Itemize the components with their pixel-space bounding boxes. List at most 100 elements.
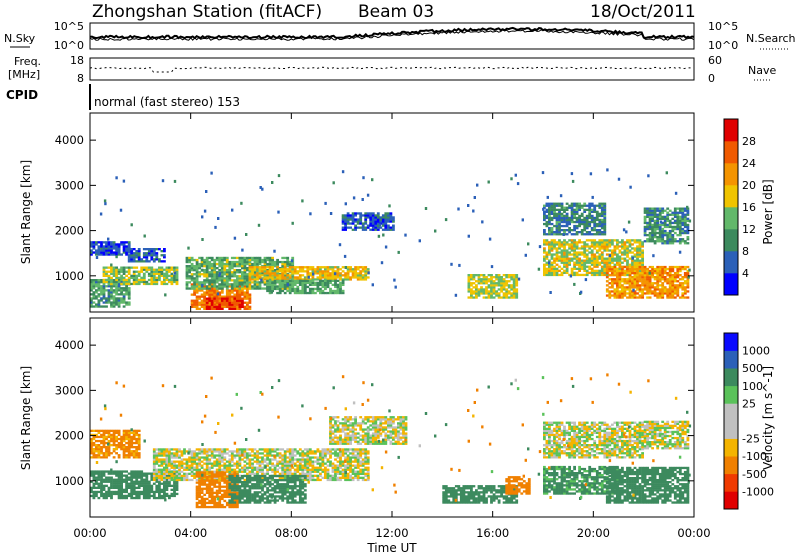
power-cell [268, 285, 272, 289]
power-cell [248, 268, 252, 271]
power-cell [676, 290, 680, 293]
power-cell [127, 268, 131, 271]
power-cell [130, 266, 134, 269]
power-cell [220, 283, 224, 286]
power-cell [658, 269, 662, 273]
power-cell [658, 229, 662, 233]
power-cell [512, 296, 516, 299]
power-cell [591, 195, 594, 199]
power-cell [188, 281, 191, 284]
power-cell [281, 272, 285, 275]
power-cell [263, 283, 267, 286]
power-cell [671, 274, 675, 277]
power-cell [193, 281, 196, 284]
power-cell [266, 287, 269, 291]
velocity-cell [203, 456, 207, 459]
power-cell [575, 218, 579, 222]
power-cell [273, 279, 277, 282]
power-cell [575, 273, 579, 277]
power-cell [651, 227, 654, 231]
power-cell [636, 247, 639, 250]
power-cell [565, 216, 569, 220]
power-cell [281, 279, 285, 282]
velocity-cell [198, 460, 201, 463]
power-cell [195, 285, 199, 288]
power-cell [361, 276, 365, 279]
velocity-cell [185, 472, 189, 475]
power-cell [568, 245, 571, 248]
power-cell [163, 248, 166, 251]
power-cell [228, 283, 232, 286]
velocity-cell [125, 450, 128, 453]
power-cell [90, 249, 93, 252]
power-cell [658, 234, 662, 237]
velocity-cell [107, 492, 111, 496]
velocity-cell [165, 458, 169, 461]
power-cell [152, 274, 156, 277]
velocity-cell [115, 437, 118, 441]
power-cell [578, 267, 581, 270]
power-cell [605, 272, 609, 275]
power-cell [198, 297, 201, 300]
power-cell [510, 274, 514, 277]
power-cell [185, 269, 189, 272]
power-cell [112, 266, 116, 269]
power-cell [621, 257, 624, 260]
power-cell [298, 266, 302, 269]
power-cell [658, 207, 662, 210]
power-cell [641, 284, 644, 287]
velocity-cell [120, 488, 123, 491]
power-cell [590, 251, 594, 254]
power-cell [500, 276, 503, 279]
velocity-cell [100, 494, 103, 498]
power-cell [647, 174, 650, 178]
velocity-cell [112, 437, 116, 441]
power-cell [286, 262, 290, 266]
power-cell [298, 274, 302, 277]
power-cell [107, 281, 111, 284]
velocity-cell [102, 474, 106, 477]
velocity-cell [107, 448, 111, 451]
power-cell [623, 294, 627, 297]
power-cell [246, 262, 249, 266]
power-cell [95, 291, 98, 294]
power-colorbar-swatch [724, 229, 738, 252]
velocity-cell [110, 476, 113, 479]
power-cell [225, 265, 229, 268]
power-cell [387, 220, 390, 223]
velocity-cell [170, 470, 174, 473]
velocity-cell [135, 433, 139, 437]
velocity-cell [168, 468, 171, 471]
velocity-cell [145, 488, 149, 491]
power-cell [228, 260, 232, 264]
power-cell [198, 262, 201, 266]
velocity-cell [243, 460, 247, 463]
power-cell [626, 249, 629, 252]
power-cell [648, 290, 652, 293]
power-cell [238, 285, 242, 288]
velocity-cell [92, 486, 96, 489]
power-cell [646, 225, 649, 229]
power-cell [215, 279, 219, 282]
power-cell [346, 274, 350, 277]
velocity-cell [157, 474, 161, 477]
velocity-cell [155, 462, 159, 465]
velocity-cell [120, 490, 123, 494]
power-cell [492, 280, 496, 283]
power-cell [636, 280, 639, 283]
velocity-cell [137, 454, 141, 457]
power-cell [127, 303, 131, 306]
velocity-cell [183, 466, 186, 469]
power-cell [251, 278, 254, 281]
power-cell [676, 215, 680, 218]
power-cell [241, 283, 244, 286]
power-cell [336, 272, 340, 275]
power-cell [102, 241, 106, 244]
power-cell [277, 210, 280, 214]
power-cell [321, 289, 325, 293]
power-cell [140, 258, 144, 261]
velocity-cell [95, 435, 98, 439]
power-cell [573, 210, 576, 213]
power-cell [570, 212, 574, 215]
velocity-cell [163, 472, 166, 475]
